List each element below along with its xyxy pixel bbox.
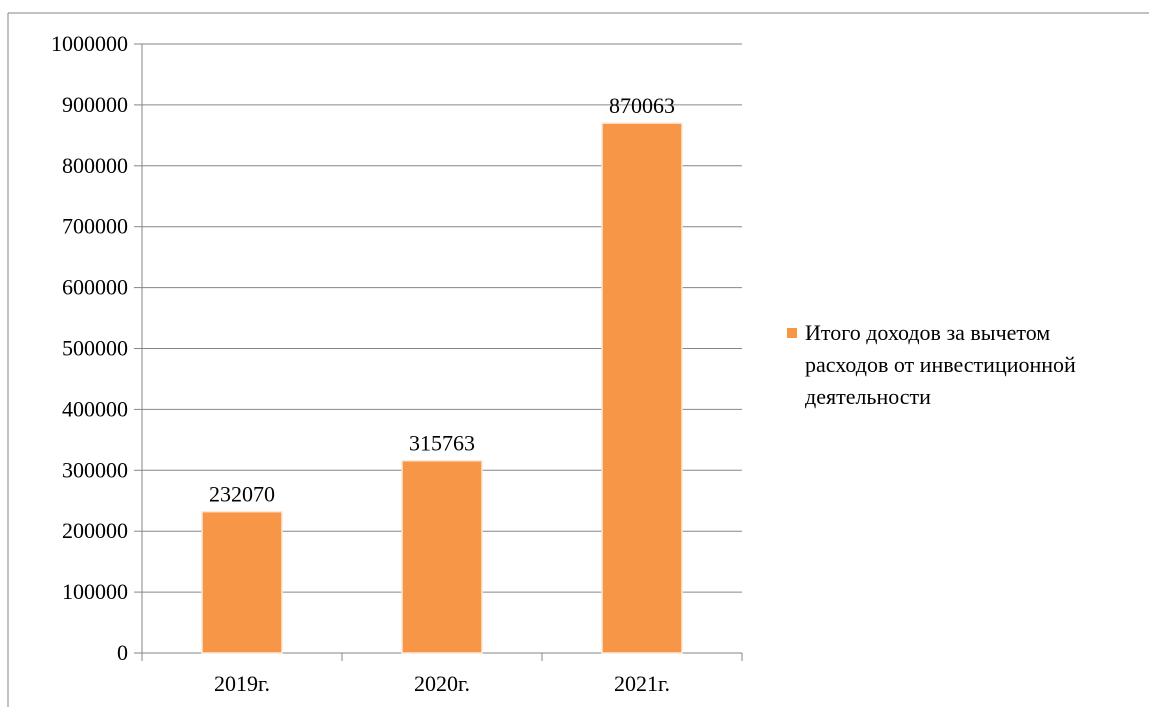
x-axis-tick-labels: 2019г. 2020г. 2021г. <box>214 671 670 696</box>
x-category-label: 2021г. <box>614 671 670 696</box>
y-tick-label: 400000 <box>62 396 128 421</box>
data-labels: 232070 315763 870063 <box>209 93 675 507</box>
legend-line-1: Итого доходов за вычетом <box>805 320 1050 345</box>
bar <box>401 459 483 654</box>
y-tick-label: 900000 <box>62 92 128 117</box>
bar <box>601 122 683 654</box>
bar <box>201 510 283 654</box>
y-tick-label: 100000 <box>62 579 128 604</box>
y-tick-label: 700000 <box>62 214 128 239</box>
x-category-label: 2020г. <box>414 671 470 696</box>
y-tick-label: 200000 <box>62 518 128 543</box>
data-label: 315763 <box>409 431 475 456</box>
x-category-label: 2019г. <box>214 671 270 696</box>
y-tick-label: 600000 <box>62 275 128 300</box>
y-tick-label: 0 <box>117 640 128 665</box>
legend-line-3: деятельности <box>805 384 931 409</box>
legend-swatch <box>787 328 797 338</box>
y-tick-label: 800000 <box>62 153 128 178</box>
legend-line-2: расходов от инвестиционной <box>805 352 1076 377</box>
legend: Итого доходов за вычетом расходов от инв… <box>787 320 1076 409</box>
data-label: 870063 <box>609 93 675 118</box>
y-tick-label: 1000000 <box>51 31 128 56</box>
y-tick-label: 300000 <box>62 457 128 482</box>
y-tick-label: 500000 <box>62 336 128 361</box>
y-axis-tick-labels: 0 100000 200000 300000 400000 500000 600000 700… <box>51 31 128 665</box>
bars <box>201 122 683 654</box>
data-label: 232070 <box>209 482 275 507</box>
